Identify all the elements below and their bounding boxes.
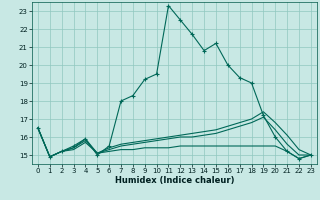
X-axis label: Humidex (Indice chaleur): Humidex (Indice chaleur) (115, 176, 234, 185)
